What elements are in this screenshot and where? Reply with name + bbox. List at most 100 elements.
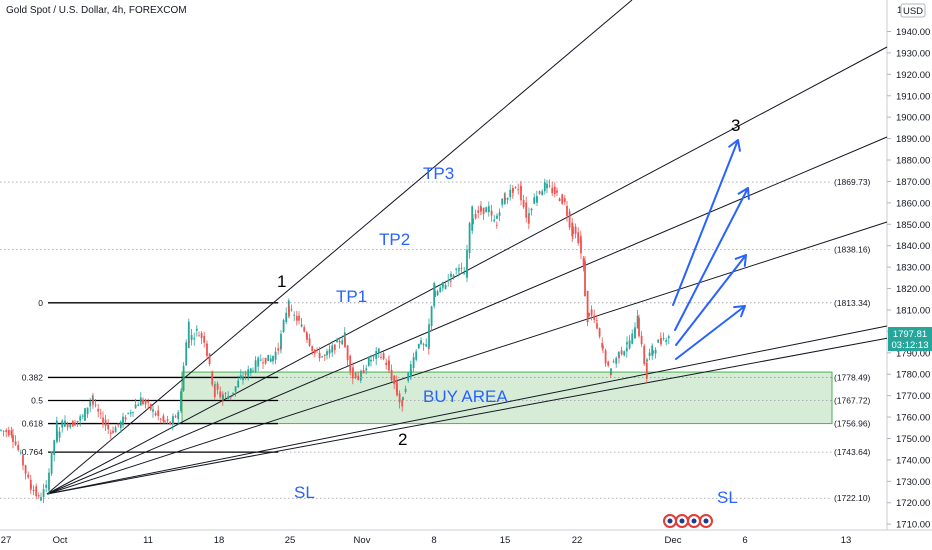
candle <box>234 386 237 397</box>
price-tick-label: 1850.00 <box>896 220 930 231</box>
candle <box>12 428 14 449</box>
candle <box>662 332 665 341</box>
time-tick-label: 11 <box>143 535 153 546</box>
candle <box>412 352 415 372</box>
tp1-label: TP1 <box>336 287 367 306</box>
candle <box>142 397 144 406</box>
currency-badge[interactable] <box>900 3 926 18</box>
tp3-label: TP3 <box>423 164 454 183</box>
candle <box>180 388 182 413</box>
candle <box>285 307 288 325</box>
sl-right-label: SL <box>717 488 738 507</box>
candle <box>27 471 30 479</box>
candle <box>401 399 404 412</box>
candle <box>190 328 193 346</box>
candle <box>308 333 311 348</box>
candle <box>147 398 150 409</box>
candle <box>626 336 628 349</box>
candle <box>660 335 662 347</box>
candle <box>42 483 45 504</box>
candle <box>593 309 596 324</box>
candle <box>114 425 117 433</box>
buy-area-label: BUY AREA <box>423 387 508 406</box>
candle <box>370 354 372 367</box>
candle <box>227 391 230 400</box>
candle <box>76 420 79 427</box>
candle <box>367 356 370 367</box>
candle <box>144 398 147 409</box>
candle <box>618 354 620 364</box>
fib-level-label: 0 <box>38 298 43 308</box>
level-price-label: (1813.34) <box>834 298 871 308</box>
candle <box>375 346 378 366</box>
candle <box>525 196 528 223</box>
candle <box>200 331 203 345</box>
fib-level-label: 0.382 <box>22 372 44 382</box>
candle <box>10 426 13 439</box>
candle <box>584 256 586 297</box>
candle <box>162 413 165 424</box>
candle <box>79 414 82 427</box>
candle <box>282 318 285 334</box>
candle <box>89 397 92 413</box>
candle <box>132 411 134 417</box>
candle <box>112 426 114 434</box>
candle <box>267 354 270 362</box>
candle <box>590 305 593 321</box>
candle <box>538 190 541 195</box>
candle <box>277 342 280 355</box>
price-tick-label: 1930.00 <box>896 48 930 59</box>
candle <box>612 359 615 363</box>
gann-fan <box>46 0 888 495</box>
candle <box>480 201 482 216</box>
time-tick-label: Oct <box>53 535 68 546</box>
candle <box>64 415 66 425</box>
current-price-countdown: 03:12:13 <box>892 340 929 351</box>
candle <box>239 369 242 380</box>
candle <box>425 338 428 348</box>
candle <box>127 412 130 415</box>
candle <box>318 346 321 362</box>
price-axis[interactable]: 1940.00 1930.00 1920.00 1910.00 1900.00 1890.… <box>887 27 930 531</box>
candle <box>122 412 124 428</box>
candle <box>293 311 296 321</box>
price-tick-label: 1770.00 <box>896 391 930 402</box>
price-tick-label: 1940.00 <box>896 27 930 38</box>
candle <box>323 353 326 361</box>
point-1-label: 1 <box>277 272 286 291</box>
level-price-label: (1722.10) <box>834 493 871 503</box>
candle <box>298 311 300 325</box>
candle <box>259 354 262 362</box>
candle <box>447 274 450 287</box>
candle <box>496 213 498 220</box>
price-tick-label: 1910.00 <box>896 91 930 102</box>
candle <box>357 371 360 381</box>
time-tick-label: Nov <box>354 535 371 546</box>
time-tick-label: 22 <box>572 535 583 546</box>
candle <box>463 267 466 275</box>
candle <box>61 419 64 433</box>
economic-events-icon[interactable] <box>663 514 713 528</box>
candle <box>333 344 336 355</box>
time-axis[interactable]: 27 Oct 11 18 25 Nov 8 15 22 Dec 6 13 <box>1 535 852 546</box>
candle <box>631 329 634 345</box>
candle <box>71 419 74 427</box>
level-price-label: (1838.16) <box>834 245 871 255</box>
candle <box>86 407 89 419</box>
currency-label: USD <box>903 6 923 17</box>
candle <box>488 205 490 213</box>
candle <box>94 399 97 408</box>
candle <box>530 207 533 216</box>
candle <box>237 375 240 388</box>
candle <box>30 481 32 489</box>
candle <box>415 348 418 362</box>
candle <box>219 386 222 400</box>
candle <box>0 429 2 432</box>
candle <box>2 430 5 437</box>
candle <box>410 364 412 380</box>
candle <box>288 304 290 319</box>
candle <box>164 420 166 424</box>
candle <box>69 423 72 430</box>
